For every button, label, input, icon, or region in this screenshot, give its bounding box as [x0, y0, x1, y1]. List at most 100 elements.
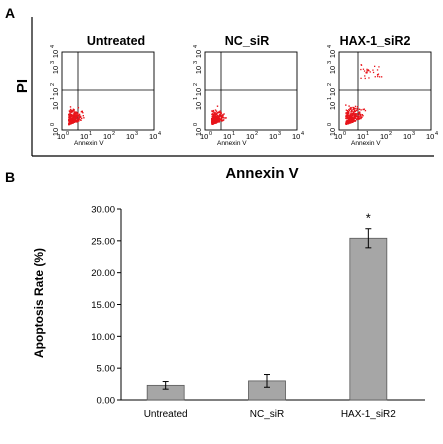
flow-dot: [366, 70, 368, 72]
flow-dot: [79, 116, 81, 119]
flow-x-tick-exponent: 0: [209, 131, 212, 137]
flow-dot: [217, 117, 220, 119]
flow-y-tick-base: 10: [194, 50, 203, 58]
flow-y-tick-label: 10 2: [50, 83, 60, 96]
flow-dot: [69, 109, 72, 111]
flow-x-tick-exponent: 1: [232, 131, 235, 137]
flow-y-tick-label: 10 4: [193, 45, 203, 58]
flow-dot: [73, 119, 75, 121]
flow-y-tick-exponent: 2: [327, 83, 333, 86]
flow-dot: [211, 120, 213, 122]
flow-y-tick-exponent: 0: [50, 123, 56, 126]
flow-dot: [352, 113, 354, 115]
flow-dot: [366, 72, 368, 74]
flow-dot: [68, 122, 70, 124]
flow-dot: [215, 120, 217, 122]
flow-dot: [75, 114, 78, 116]
flow-dot: [78, 113, 81, 116]
flow-dot: [222, 117, 225, 119]
flow-y-tick-exponent: 1: [327, 97, 333, 100]
flow-x-tick-base: 10: [126, 132, 134, 141]
flow-dot: [218, 117, 220, 120]
flow-dot: [214, 121, 217, 123]
flow-dot: [69, 116, 71, 119]
flow-dot: [78, 115, 80, 117]
flow-dot: [361, 114, 364, 116]
flow-dot: [357, 111, 360, 114]
flow-dot: [354, 120, 356, 122]
flow-x-tick-base: 10: [246, 132, 254, 141]
flow-dot: [216, 112, 218, 114]
flow-dot: [358, 113, 360, 115]
flow-dot: [215, 122, 218, 124]
flow-y-tick-base: 10: [194, 102, 203, 110]
flow-dot: [359, 115, 361, 117]
flow-dot: [376, 69, 379, 71]
flow-dot: [72, 122, 74, 124]
y-tick-label: 30.00: [91, 205, 115, 216]
flow-dot: [70, 110, 72, 112]
flow-dot: [218, 121, 220, 123]
flow-dot: [363, 70, 366, 72]
flow-x-tick-exponent: 0: [343, 131, 346, 137]
flow-dot: [353, 112, 355, 115]
flow-dot: [354, 107, 356, 110]
flow-dot: [355, 113, 357, 115]
flow-x-tick-base: 10: [200, 132, 208, 141]
flow-dot: [364, 109, 367, 112]
flow-dot: [348, 115, 350, 117]
flow-dot: [347, 117, 349, 119]
flow-y-tick-base: 10: [328, 50, 337, 58]
flow-dot: [369, 71, 371, 73]
flow-dot: [355, 116, 357, 118]
flow-dot: [81, 117, 83, 120]
flow-y-tick-label: 10 0: [193, 123, 203, 136]
flow-y-tick-label: 10 3: [50, 61, 60, 74]
flow-y-tick-label: 10 3: [327, 61, 337, 74]
flow-dot: [345, 112, 347, 114]
panel-a-label: A: [5, 5, 15, 21]
flow-dot: [70, 117, 73, 120]
flow-dot: [358, 108, 361, 110]
flow-dot: [368, 77, 370, 79]
flow-x-tick-exponent: 3: [412, 131, 415, 137]
flow-dot: [214, 113, 216, 116]
flow-dot: [72, 113, 75, 115]
flow-dot: [77, 113, 79, 115]
flow-x-tick-exponent: 1: [89, 131, 92, 137]
x-tick-label: Untreated: [144, 409, 188, 420]
flow-x-tick-base: 10: [357, 132, 365, 141]
flow-plot-title: Untreated: [87, 34, 145, 48]
flow-dot: [73, 114, 76, 116]
flow-dot: [352, 108, 354, 111]
flow-plot-x-label: Annexin V: [74, 140, 104, 147]
flow-dot: [79, 119, 81, 121]
flow-dot-cloud: [345, 64, 383, 125]
flow-dot: [353, 119, 355, 122]
flow-dot: [345, 117, 347, 120]
flow-dot: [364, 75, 366, 77]
flow-dot: [349, 119, 351, 121]
flow-x-tick-base: 10: [426, 132, 434, 141]
flow-y-tick-base: 10: [328, 88, 337, 96]
flow-y-tick-label: 10 1: [50, 97, 60, 110]
flow-dot: [372, 71, 375, 74]
flow-dot: [73, 120, 76, 122]
flow-dot: [360, 117, 362, 119]
flow-dot: [360, 109, 362, 111]
flow-dot: [352, 114, 354, 116]
flow-dot: [78, 118, 80, 120]
flow-dot: [345, 112, 347, 115]
significance-asterisk: *: [366, 211, 371, 226]
flow-plot-frame: [204, 51, 298, 131]
flow-dot: [356, 109, 359, 111]
flow-dot: [350, 122, 352, 124]
flow-y-tick-exponent: 3: [327, 61, 333, 64]
flow-dot: [360, 68, 362, 71]
flow-dot: [68, 115, 71, 117]
flow-dot: [212, 121, 214, 123]
flow-dot: [221, 118, 223, 120]
flow-dot: [349, 116, 352, 118]
